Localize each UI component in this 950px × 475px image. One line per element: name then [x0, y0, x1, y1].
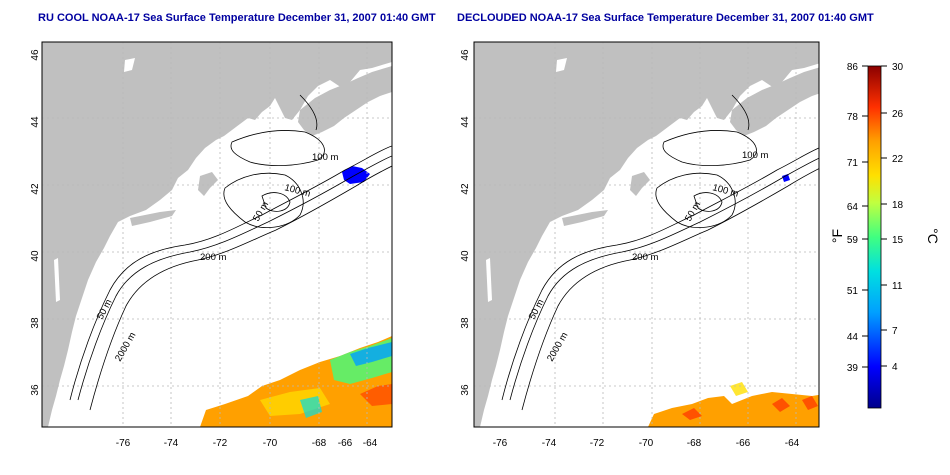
left-y-axis: 36 38 40 42 44 46	[30, 49, 41, 396]
left-map-title: RU COOL NOAA-17 Sea Surface Temperature …	[38, 12, 436, 24]
contour-label-200m: 200 m	[632, 252, 658, 263]
colorbar-c-label: 15	[892, 235, 904, 246]
sst-declouded-north	[782, 174, 790, 182]
colorbar-f-label: 39	[847, 363, 859, 374]
x-tick-label: -70	[263, 438, 278, 449]
y-tick-label: 44	[460, 116, 471, 128]
x-tick-label: -68	[687, 438, 702, 449]
right-x-axis: -76 -74 -72 -70 -68 -66 -64	[493, 438, 800, 449]
y-tick-label: 46	[30, 49, 41, 61]
colorbar-c-label: 26	[892, 109, 904, 120]
right-map-frame	[473, 41, 820, 428]
left-map-panel: 100 m 100 m 50 m 200 m 50 m 2000 m -76 -…	[30, 41, 393, 449]
colorbar-f-label: 51	[847, 286, 859, 297]
right-map-title: DECLOUDED NOAA-17 Sea Surface Temperatur…	[457, 12, 874, 24]
y-tick-label: 36	[30, 384, 41, 396]
unit-fahrenheit: °F	[829, 229, 845, 243]
colorbar-f-label: 78	[847, 112, 859, 123]
colorbar-celsius-ticks: 30 26 22 18 15 11 7 4	[881, 62, 904, 373]
x-tick-label: -66	[736, 438, 751, 449]
colorbar-c-label: 11	[892, 281, 903, 292]
right-map-panel: 100 m 100 m 50 m 200 m 50 m 2000 m -76 -…	[460, 41, 820, 449]
y-tick-label: 46	[460, 49, 471, 61]
colorbar-f-label: 71	[847, 158, 859, 169]
unit-celsius: °C	[925, 228, 941, 244]
x-tick-label: -74	[542, 438, 557, 449]
left-map-frame	[41, 41, 393, 428]
x-tick-label: -72	[213, 438, 228, 449]
colorbar-f-label: 86	[847, 62, 859, 73]
contour-label-200m: 200 m	[200, 252, 226, 263]
y-tick-label: 40	[460, 250, 471, 262]
y-tick-label: 44	[30, 116, 41, 128]
sst-patch-south	[200, 336, 392, 427]
y-tick-label: 38	[460, 317, 471, 329]
y-tick-label: 42	[460, 183, 471, 195]
colorbar-c-label: 4	[892, 362, 898, 373]
contour-label-100m-a: 100 m	[312, 152, 338, 163]
land-mass	[42, 42, 392, 427]
x-tick-label: -72	[590, 438, 605, 449]
colorbar-c-label: 18	[892, 200, 904, 211]
colorbar-c-label: 22	[892, 154, 904, 165]
y-tick-label: 42	[30, 183, 41, 195]
colorbar-gradient	[867, 65, 882, 409]
colorbar-fahrenheit-ticks: 86 78 71 64 59 51 44 39	[847, 62, 868, 374]
right-y-axis: 36 38 40 42 44 46	[460, 49, 471, 396]
colorbar-c-label: 30	[892, 62, 904, 73]
x-tick-label: -74	[164, 438, 179, 449]
nova-scotia	[298, 66, 392, 136]
sst-declouded-south	[648, 382, 819, 427]
x-tick-label: -64	[785, 438, 800, 449]
gridlines	[42, 42, 392, 427]
y-tick-label: 40	[30, 250, 41, 262]
x-tick-label: -64	[363, 438, 378, 449]
colorbar-c-label: 7	[892, 326, 898, 337]
x-tick-label: -70	[639, 438, 654, 449]
y-tick-label: 36	[460, 384, 471, 396]
colorbar-f-label: 59	[847, 235, 859, 246]
colorbar-f-label: 44	[847, 332, 859, 343]
bathymetry-contours	[69, 94, 392, 411]
contour-label-100m-a: 100 m	[742, 150, 768, 161]
colorbar-f-label: 64	[847, 202, 859, 213]
x-tick-label: -66	[338, 438, 353, 449]
x-tick-label: -76	[493, 438, 508, 449]
y-tick-label: 38	[30, 317, 41, 329]
colorbar: 86 78 71 64 59 51 44 39 30 26 22 18 15 1…	[829, 62, 941, 409]
left-x-axis: -76 -74 -72 -70 -68 -66 -64	[116, 438, 378, 449]
x-tick-label: -68	[312, 438, 327, 449]
x-tick-label: -76	[116, 438, 131, 449]
